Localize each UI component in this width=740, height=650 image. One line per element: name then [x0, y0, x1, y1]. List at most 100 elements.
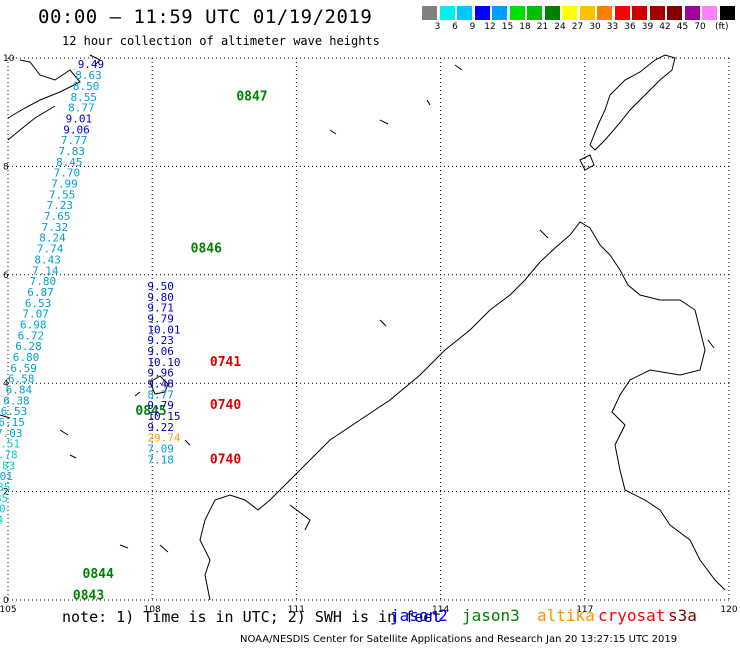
y-tick-label: 0 — [3, 596, 9, 606]
satellite-name-jason2: jason2 — [390, 606, 448, 625]
swh-value-label: 9.49 — [78, 58, 105, 71]
pass-time-label: 0847 — [236, 89, 267, 104]
swh-value-label: 5.35 — [0, 481, 10, 494]
swh-value-label: 8.77 — [68, 102, 95, 115]
swh-value-label: 7.32 — [42, 221, 69, 234]
swh-value-label: 7.23 — [46, 199, 73, 212]
swh-value-label: 7.99 — [51, 178, 77, 191]
swh-value-label: 8.55 — [70, 91, 97, 104]
swh-value-label: 9.06 — [63, 123, 90, 136]
swh-value-label: 9.06 — [147, 345, 174, 358]
scale-swatch — [614, 6, 630, 20]
swh-value-label: 9.01 — [66, 112, 93, 125]
x-tick-label: 114 — [432, 605, 449, 615]
scale-label: 6 — [452, 22, 458, 32]
scale-swatch — [562, 6, 577, 20]
chart-subtitle: 12 hour collection of altimeter wave hei… — [62, 34, 380, 48]
swh-value-label: 9.22 — [147, 421, 174, 434]
pass-time-label: 0845 — [135, 404, 166, 419]
scale-swatch — [474, 6, 490, 20]
swh-value-label: 7.09 — [147, 443, 174, 456]
swh-value-label: 6.53 — [1, 405, 28, 418]
y-tick-label: 4 — [3, 379, 9, 389]
swh-value-label: 7.80 — [30, 275, 56, 288]
scale-label: 3 — [434, 22, 441, 32]
scale-swatch — [667, 6, 682, 20]
swh-value-label: 6.98 — [20, 318, 47, 331]
x-tick-label: 105 — [0, 605, 17, 615]
swh-value-label: 9.23 — [147, 334, 174, 347]
swh-value-label: 6.58 — [8, 373, 35, 386]
swh-labels: 9.498.638.508.558.779.019.067.777.838.45… — [0, 58, 268, 604]
lat-lon-grid — [7, 57, 730, 601]
y-tick-label: 2 — [3, 488, 9, 498]
pass-time-label: 0846 — [191, 242, 222, 257]
pass-time-label: 0740 — [210, 452, 241, 467]
scale-label: 70 — [694, 22, 706, 32]
swh-value-label: 7.83 — [58, 145, 85, 158]
coastline — [0, 54, 726, 601]
swh-value-label: 9.79 — [147, 312, 174, 325]
swh-value-label: 6.84 — [6, 383, 33, 396]
swh-value-label: 6.80 — [13, 351, 40, 364]
swh-value-label: 5.64 — [0, 514, 4, 527]
scale-swatch — [527, 6, 542, 20]
pass-time-label: 0740 — [210, 398, 241, 413]
scale-label: 21 — [536, 22, 549, 32]
scale-swatch — [649, 6, 665, 20]
swh-value-label: 8.50 — [73, 80, 100, 93]
swh-value-label: 29.74 — [147, 432, 180, 445]
scale-label: 9 — [469, 22, 476, 32]
swh-value-label: 9.71 — [147, 302, 174, 315]
swh-value-label: 9.48 — [147, 378, 174, 391]
pass-time-label: 0741 — [210, 355, 241, 370]
swh-value-label: 10.01 — [147, 323, 180, 336]
scale-swatch — [597, 6, 612, 20]
scale-label: 27 — [571, 22, 584, 32]
pass-time-label: 0844 — [83, 567, 114, 582]
footer-note: note: 1) Time is in UTC; 2) SWH is in fe… — [62, 608, 442, 626]
scale-label: 33 — [606, 22, 619, 32]
swh-value-label: 7.07 — [22, 308, 48, 321]
swh-value-label: 7.70 — [54, 167, 80, 180]
swh-value-label: 7.74 — [37, 243, 64, 256]
swh-value-label: 9.79 — [147, 399, 174, 412]
scale-label: 24 — [554, 22, 566, 32]
swh-value-label: 7.65 — [44, 210, 71, 223]
scale-swatch — [702, 6, 717, 20]
swh-value-label: 7.55 — [49, 188, 76, 201]
swh-value-label: 6.59 — [10, 362, 37, 375]
swh-value-label: 5.78 — [0, 449, 18, 462]
swh-value-label: 8.45 — [56, 156, 83, 169]
swh-value-label: 9.50 — [147, 280, 174, 293]
scale-label: 42 — [659, 22, 671, 32]
swh-value-label: 5.28 — [0, 524, 1, 537]
x-tick-label: 111 — [288, 605, 305, 615]
swh-value-label: 5.51 — [0, 438, 20, 451]
scale-swatch — [509, 6, 525, 20]
y-tick-label: 6 — [3, 271, 9, 281]
scale-swatch — [457, 6, 472, 20]
y-tick-label: 8 — [3, 162, 9, 172]
swh-value-label: 8.63 — [75, 69, 102, 82]
swh-value-label: 9.96 — [147, 367, 174, 380]
scale-label: 30 — [589, 22, 601, 32]
scale-swatch — [632, 6, 647, 20]
scale-unit: (ft) — [715, 22, 729, 32]
swh-value-label: 6.01 — [0, 470, 13, 483]
scale-label: 15 — [501, 22, 514, 32]
swh-value-label: 7.03 — [0, 427, 22, 440]
scale-swatch — [492, 6, 507, 20]
swh-value-label: 8.77 — [147, 388, 174, 401]
swh-value-label: 6.53 — [25, 297, 52, 310]
scale-swatch — [439, 6, 455, 20]
swh-value-label: 6.72 — [18, 329, 45, 342]
scale-label: 39 — [641, 22, 654, 32]
satellite-name-jason3: jason3 — [462, 606, 520, 625]
satellite-name-cryosat: cryosat — [598, 606, 666, 625]
satellite-name-altika: altika — [537, 606, 595, 625]
scale-label: 18 — [519, 22, 531, 32]
chart-title: 00:00 – 11:59 UTC 01/19/2019 — [38, 6, 373, 28]
